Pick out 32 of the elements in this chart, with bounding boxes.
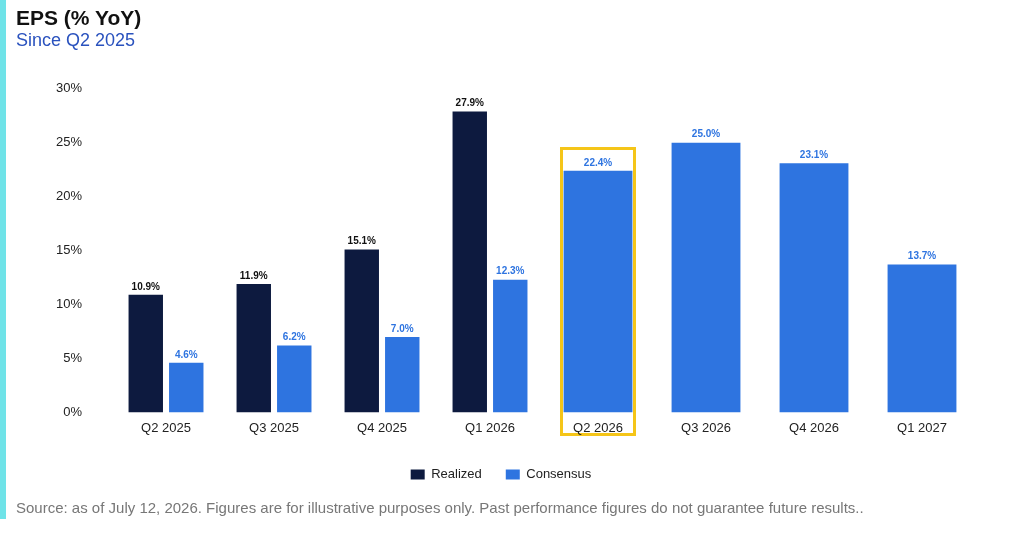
data-label: 15.1% [347,235,377,247]
legend-label: Realized [431,466,482,482]
source-note: Source: as of July 12, 2026. Figures are for illustrative purposes only. Past performance figures do not guarantee future results.. [16,498,865,518]
chart-subtitle: Since Q2 2025 [16,30,137,51]
y-tick-label: 20% [55,188,83,204]
y-tick-label: 10% [55,296,83,312]
y-tick-label: 0% [63,403,83,419]
data-label: 11.9% [239,269,268,281]
data-label: 7.0% [390,322,414,334]
data-label: 23.1% [799,148,829,160]
x-tick-label: Q2 2026 [573,419,623,435]
x-tick-label: Q3 2026 [681,419,731,435]
x-tick-label: Q3 2025 [249,419,299,435]
data-label: 12.3% [496,265,525,277]
y-tick-label: 5% [63,350,83,366]
x-tick-label: Q4 2026 [789,419,839,435]
x-tick-label: Q2 2025 [141,419,191,435]
data-label: 4.6% [174,348,198,360]
x-tick-label: Q1 2026 [465,419,515,435]
x-tick-label: Q1 2027 [897,419,947,435]
data-label: 25.0% [691,128,721,140]
data-label: 27.9% [455,97,485,109]
chart-title: EPS (% YoY) [16,5,143,30]
y-tick-label: 30% [55,80,83,96]
legend-label: Consensus [526,466,592,482]
data-label: 22.4% [583,156,613,168]
data-label: 6.2% [282,331,306,343]
y-tick-label: 25% [55,134,83,150]
data-label: 10.9% [131,280,161,292]
data-label: 13.7% [907,250,937,262]
x-tick-label: Q4 2025 [357,419,407,435]
y-tick-label: 15% [55,242,83,258]
